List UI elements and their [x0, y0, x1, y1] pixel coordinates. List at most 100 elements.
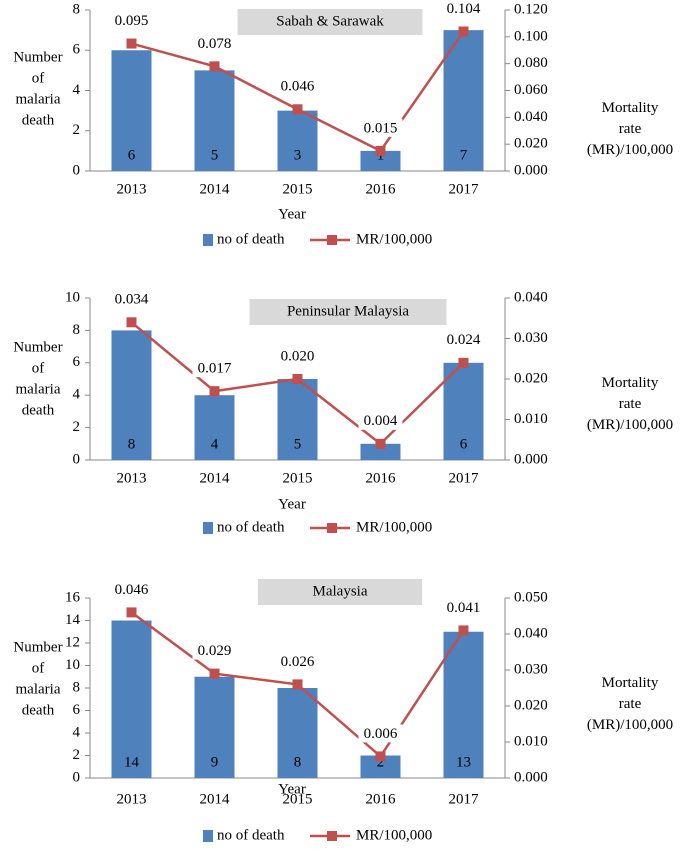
bar: [277, 379, 318, 460]
line-marker: [458, 26, 469, 37]
y-axis-title-line: death: [22, 703, 55, 719]
value-label-bg: [109, 290, 154, 309]
value-label-bg: [275, 347, 320, 365]
line-value-label: 0.004: [364, 413, 398, 429]
y-tick-label: 10: [65, 657, 80, 673]
bar: [111, 620, 152, 778]
line-value-label: 0.024: [447, 332, 481, 348]
legend-marker: [327, 831, 337, 841]
x-tick-label: 2016: [366, 470, 397, 486]
y2-tick-label: 0.000: [514, 769, 548, 785]
chart-title: Malaysia: [313, 583, 368, 599]
y2-axis-title-line: (MR)/100,000: [587, 142, 673, 158]
x-axis-title: Year: [278, 496, 306, 512]
y-axis-title-line: of: [32, 361, 45, 377]
x-tick-label: 2016: [366, 791, 397, 807]
y2-tick-label: 0.020: [514, 697, 548, 713]
y-axis-title-line: of: [32, 661, 45, 677]
y-tick-label: 16: [65, 589, 81, 605]
bar-value-label: 14: [124, 754, 140, 770]
x-tick-label: 2017: [449, 791, 480, 807]
line-value-label: 0.046: [281, 79, 315, 95]
value-label-bg: [109, 580, 154, 599]
value-label-bg: [192, 641, 237, 660]
title-box: [258, 579, 422, 605]
y2-axis-title-line: Mortality: [602, 675, 659, 691]
y-axis-title-line: Number: [13, 640, 62, 656]
y-tick-label: 6: [73, 702, 81, 718]
y-tick-label: 4: [73, 387, 81, 403]
y2-axis-title-line: Mortality: [602, 375, 659, 391]
y-tick-label: 0: [73, 162, 81, 178]
line-value-label: 0.104: [447, 1, 481, 17]
y-tick-label: 6: [73, 354, 81, 370]
y2-axis-title-line: rate: [619, 696, 642, 712]
y-tick-label: 0: [73, 769, 81, 785]
y2-axis-title-line: rate: [619, 396, 642, 412]
y-tick-label: 2: [73, 747, 81, 763]
legend-label: no of death: [217, 827, 285, 843]
x-tick-label: 2015: [283, 791, 313, 807]
y-tick-label: 6: [73, 42, 81, 58]
bar: [443, 30, 484, 171]
bar: [360, 755, 401, 778]
legend-marker: [327, 523, 337, 533]
line-value-label: 0.029: [198, 643, 232, 659]
line-value-label: 0.095: [115, 13, 149, 29]
line-value-label: 0.026: [281, 654, 315, 670]
value-label-bg: [275, 652, 320, 671]
x-tick-label: 2017: [449, 181, 480, 197]
y-tick-label: 2: [73, 419, 81, 435]
y2-tick-label: 0.040: [514, 109, 548, 125]
bar: [443, 362, 484, 460]
legend-marker: [327, 235, 337, 245]
legend-swatch: [203, 234, 213, 246]
y2-tick-label: 0.010: [514, 733, 548, 749]
line-value-label: 0.017: [198, 361, 232, 377]
y-axis-title-line: death: [22, 403, 55, 419]
y2-axis-title: Mortality rate (MR)/100,000: [587, 675, 673, 733]
line-value-label: 0.046: [115, 582, 149, 598]
x-tick-label: 2013: [117, 470, 147, 486]
y2-tick-label: 0.040: [514, 625, 548, 641]
bar-value-label: 2: [377, 754, 385, 770]
y-tick-label: 8: [73, 1, 81, 17]
y-axis-title-line: malaria: [16, 682, 61, 698]
x-tick-label: 2013: [117, 791, 147, 807]
x-tick-label: 2014: [200, 470, 231, 486]
x-tick-label: 2015: [283, 470, 313, 486]
y2-tick-label: 0.020: [514, 136, 548, 152]
y2-tick-label: 0.010: [514, 411, 548, 427]
y2-tick-label: 0.050: [514, 589, 548, 605]
legend-label: MR/100,000: [356, 231, 432, 247]
x-axis-title: Year: [278, 206, 306, 222]
y-tick-label: 2: [73, 122, 81, 138]
y-axis-title-line: malaria: [16, 382, 61, 398]
bar-value-label: 6: [128, 147, 136, 163]
bar-value-label: 5: [211, 147, 219, 163]
legend-swatch: [203, 522, 213, 534]
y2-tick-label: 0.020: [514, 370, 548, 386]
y-tick-label: 4: [73, 82, 81, 98]
x-tick-label: 2013: [117, 181, 147, 197]
bar-value-label: 8: [128, 436, 136, 452]
bar: [443, 631, 484, 778]
value-label-bg: [275, 77, 320, 96]
bar-value-label: 8: [294, 754, 302, 770]
y2-axis-title-line: (MR)/100,000: [587, 717, 673, 733]
line-value-label: 0.006: [364, 726, 398, 742]
line-value-label: 0.078: [198, 36, 232, 52]
y2-tick-label: 0.040: [514, 289, 548, 305]
line-marker: [292, 679, 303, 690]
y-tick-label: 4: [73, 724, 81, 740]
x-tick-label: 2016: [366, 181, 397, 197]
line-marker: [375, 751, 386, 762]
value-label-bg: [358, 411, 403, 430]
bar-value-label: 5: [294, 436, 302, 452]
line-marker: [375, 145, 386, 156]
x-tick-label: 2017: [449, 470, 480, 486]
y-tick-label: 8: [73, 322, 81, 338]
line-marker: [126, 317, 137, 328]
y2-axis-title-line: Mortality: [602, 100, 659, 116]
